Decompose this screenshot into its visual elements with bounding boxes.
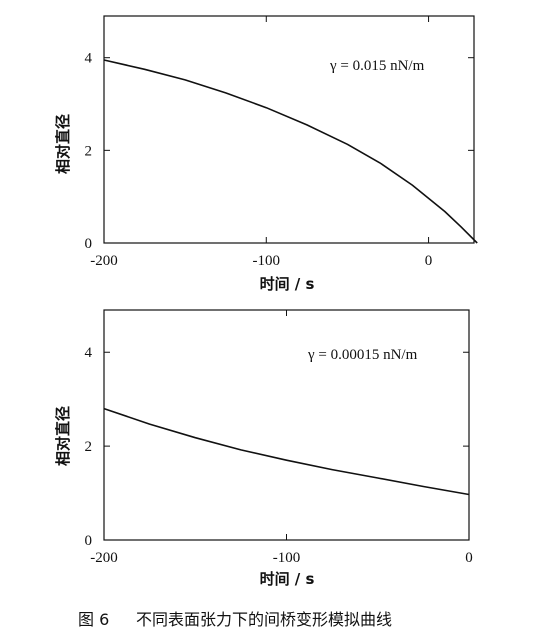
- y-tick-label-top: 2: [85, 143, 93, 159]
- x-tick-label-bottom: -100: [273, 550, 301, 566]
- y-tick-label-bottom: 2: [85, 439, 93, 455]
- plot-frame-top: [103, 15, 475, 244]
- annotation-bottom: γ = 0.00015 nN/m: [307, 347, 418, 363]
- x-tick-label-bottom: -200: [90, 550, 118, 566]
- annotation-top: γ = 0.015 nN/m: [329, 58, 425, 74]
- figure-number: 图 6: [78, 610, 109, 629]
- y-tick-label-top: 4: [85, 51, 93, 67]
- x-tick-label-bottom: 0: [465, 550, 473, 566]
- y-axis-label-top: 相对直径: [54, 114, 72, 174]
- x-tick-label-top: -100: [253, 253, 281, 269]
- y-tick-label-bottom: 0: [85, 533, 93, 549]
- x-tick-label-top: 0: [425, 253, 433, 269]
- figure-caption-text: 不同表面张力下的间桥变形模拟曲线: [136, 610, 392, 629]
- y-tick-label-bottom: 4: [85, 345, 93, 361]
- x-axis-label-top: 时间 / s: [260, 275, 315, 293]
- figure-caption: 图 6 不同表面张力下的间桥变形模拟曲线: [78, 610, 392, 629]
- series-line-bottom: [103, 407, 470, 496]
- plot-frame-bottom: [103, 309, 470, 541]
- x-axis-label-bottom: 时间 / s: [260, 570, 315, 588]
- chart-top: γ = 0.015 nN/m 时间 / s 相对直径 -200 -100 0 0 2 4: [54, 15, 478, 293]
- y-tick-label-top: 0: [85, 236, 93, 252]
- chart-bottom: γ = 0.00015 nN/m 时间 / s 相对直径 -200 -100 0 0 2…: [54, 309, 473, 588]
- series-line-top: [103, 59, 478, 244]
- y-axis-label-bottom: 相对直径: [54, 406, 72, 466]
- x-tick-label-top: -200: [90, 253, 118, 269]
